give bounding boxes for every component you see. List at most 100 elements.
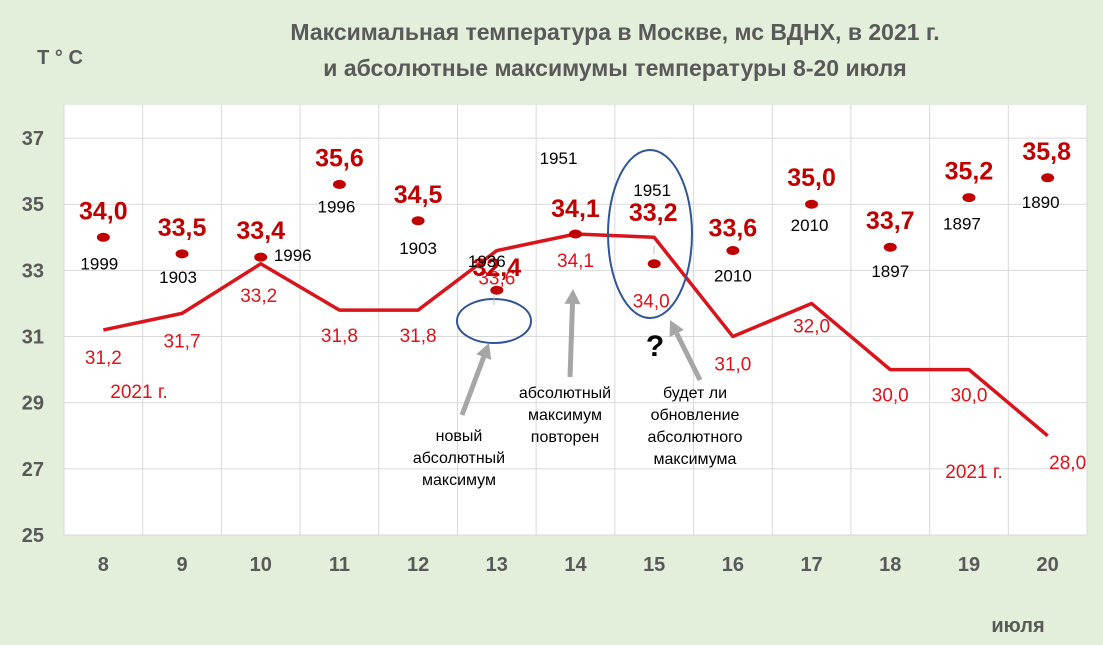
record-year-label: 1890 xyxy=(1022,193,1060,212)
record-marker xyxy=(962,193,976,203)
arrow-record-repeated xyxy=(564,289,581,378)
record-year-label: 1903 xyxy=(399,239,437,258)
record-marker xyxy=(805,199,819,209)
chart-title-line-1: Максимальная температура в Москве, мс ВД… xyxy=(290,19,940,45)
x-tick-label: 15 xyxy=(643,554,665,576)
record-marker xyxy=(175,249,189,259)
record-marker xyxy=(411,216,425,226)
y-tick-label: 27 xyxy=(22,459,44,481)
data-label-2021: 31,2 xyxy=(85,348,122,369)
annotation-text: будет ли обновление абсолютного максимума xyxy=(647,385,742,468)
record-marker xyxy=(1041,173,1055,183)
data-label-2021: 30,0 xyxy=(872,386,909,407)
series-2021-label-left: 2021 г. xyxy=(110,382,167,403)
x-tick-label: 19 xyxy=(958,554,980,576)
record-value-label: 33,4 xyxy=(236,217,285,245)
record-year-label: 1951 xyxy=(633,181,671,200)
chart-title-line-2: и абсолютные максимумы температуры 8-20 … xyxy=(323,55,907,81)
record-year-label: 1996 xyxy=(318,197,356,216)
record-value-label: 34,1 xyxy=(551,195,600,223)
record-marker xyxy=(96,232,110,242)
record-value-label: 34,0 xyxy=(79,197,128,225)
record-value-label: 35,8 xyxy=(1022,138,1071,166)
record-year-label: 1951 xyxy=(540,149,578,168)
record-marker xyxy=(332,179,346,189)
data-label-2021: 34,1 xyxy=(557,251,594,272)
record-value-label: 35,6 xyxy=(315,144,364,172)
highlight-circle-15 xyxy=(607,149,693,319)
x-tick-label: 18 xyxy=(879,554,901,576)
arrow-head xyxy=(564,289,581,305)
record-value-label: 35,0 xyxy=(787,164,836,192)
x-tick-label: 12 xyxy=(407,554,429,576)
record-marker xyxy=(883,242,897,252)
arrow-shaft xyxy=(459,356,487,416)
annotation-line: обновление xyxy=(651,407,740,424)
data-label-2021: 33,6 xyxy=(478,269,515,290)
x-tick-label: 20 xyxy=(1037,554,1059,576)
arrow-shaft xyxy=(567,303,575,378)
record-year-label: 1897 xyxy=(943,215,981,234)
record-value-label: 33,2 xyxy=(629,199,678,227)
x-tick-label: 17 xyxy=(800,554,822,576)
record-marker xyxy=(726,246,740,256)
x-tick-label: 8 xyxy=(98,554,109,576)
x-tick-label: 13 xyxy=(486,554,508,576)
x-tick-label: 14 xyxy=(564,554,587,576)
data-label-2021: 34,0 xyxy=(633,291,670,312)
x-tick-label: 11 xyxy=(329,554,350,576)
record-year-label: 2010 xyxy=(791,216,829,235)
series-2021-label-right: 2021 г. xyxy=(945,462,1002,483)
data-label-2021: 31,8 xyxy=(400,326,437,347)
annotation-line: максимума xyxy=(654,451,737,468)
record-value-label: 32,4 xyxy=(472,254,521,282)
x-tick-label: 10 xyxy=(250,554,272,576)
annotation-text: новый абсолютный максимум xyxy=(413,428,505,489)
record-marker xyxy=(254,252,268,262)
chart-title: Максимальная температура в Москве, мс ВД… xyxy=(150,14,1080,86)
y-axis-label: Т ° С xyxy=(37,47,83,69)
data-label-2021: 32,0 xyxy=(793,316,830,337)
data-label-2021: 33,2 xyxy=(240,286,277,307)
record-year-label: 1897 xyxy=(871,262,909,281)
arrow-new-record xyxy=(459,343,492,416)
record-year-label: 2010 xyxy=(714,267,752,286)
record-value-label: 33,7 xyxy=(866,207,915,235)
arrow-shaft xyxy=(674,332,703,382)
y-tick-label: 35 xyxy=(22,194,44,216)
arrow-record-question xyxy=(669,320,703,382)
x-axis-label: июля xyxy=(991,615,1044,637)
annotation-line: новый xyxy=(436,428,483,445)
x-tick-label: 16 xyxy=(722,554,744,576)
data-label-2021: 31,8 xyxy=(321,326,358,347)
arrow-head xyxy=(476,343,492,360)
arrow-head xyxy=(669,320,684,337)
data-label-2021: 31,0 xyxy=(714,355,751,376)
record-year-label: 1996 xyxy=(274,246,312,265)
record-value-label: 34,5 xyxy=(394,181,443,209)
annotation-line: повторен xyxy=(531,429,599,446)
record-marker xyxy=(490,285,504,295)
annotation-line: будет ли xyxy=(663,385,727,402)
y-tick-label: 31 xyxy=(22,327,44,349)
record-year-label: 1999 xyxy=(80,254,118,273)
record-year-label: 1903 xyxy=(159,268,197,287)
x-tick-label: 9 xyxy=(176,554,187,576)
record-value-label: 33,5 xyxy=(158,214,207,242)
record-marker xyxy=(569,229,582,239)
y-tick-label: 25 xyxy=(22,525,44,547)
annotation-line: абсолютный xyxy=(519,385,611,402)
y-tick-label: 37 xyxy=(22,128,44,150)
record-value-label: 35,2 xyxy=(945,158,994,186)
annotation-line: максимум xyxy=(528,407,602,424)
y-tick-label: 33 xyxy=(22,260,44,282)
annotation-line: абсолютный xyxy=(413,450,505,467)
record-year-label: 1936 xyxy=(468,252,506,271)
annotation-line: абсолютного xyxy=(647,429,742,446)
plot-area xyxy=(64,105,1087,535)
question-mark: ? xyxy=(646,330,664,363)
data-label-2021: 28,0 xyxy=(1049,453,1086,474)
annotation-text: абсолютный максимум повторен xyxy=(519,385,611,446)
y-tick-label: 29 xyxy=(22,393,44,415)
